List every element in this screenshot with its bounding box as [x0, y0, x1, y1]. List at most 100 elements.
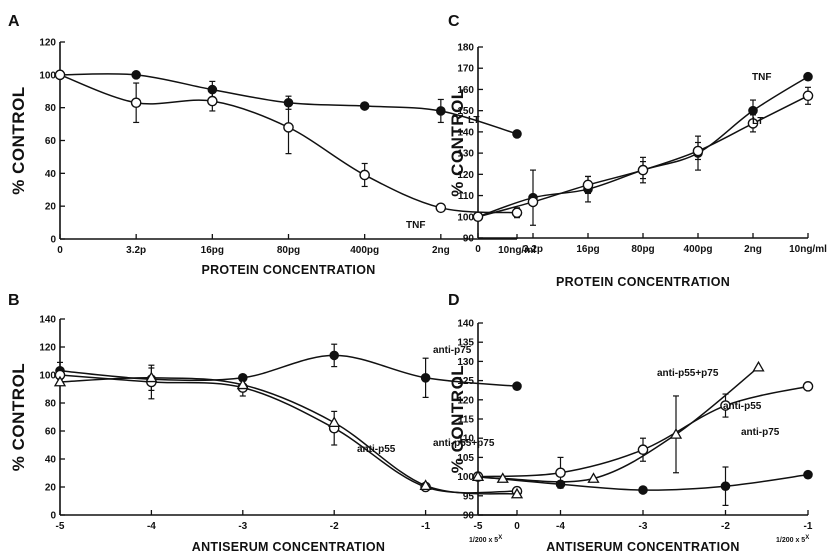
panel-d: D 90 95 100 105 110 115 120 125 130 135 140 -5 -4 -3 -2…	[448, 292, 814, 554]
y-tick-label: 90	[463, 511, 475, 522]
data-point	[669, 428, 683, 439]
y-tick-label: 110	[458, 434, 475, 445]
x-tick-label: 16pg	[576, 244, 599, 255]
data-point	[637, 164, 649, 176]
data-point	[131, 70, 141, 80]
panel-c: C 90 100 110 120 130 140 150 160 170 180 0 3.2p 16pg 8…	[448, 13, 827, 289]
y-axis-title-d: % CONTROL	[448, 365, 467, 473]
series-label: LT	[752, 116, 763, 127]
series-label: anti-p75	[741, 427, 780, 438]
y-tick-label: 130	[457, 357, 474, 368]
y-axis-title-c: % CONTROL	[448, 88, 467, 196]
data-point	[803, 469, 813, 480]
data-point	[435, 202, 447, 214]
data-point	[511, 207, 523, 219]
x-tick-label: 10ng/ml	[498, 245, 536, 256]
y-tick-label: 100	[457, 472, 474, 483]
x-tick-label: 3.2p	[523, 244, 543, 255]
series-label: anti-p55	[723, 401, 762, 412]
series-label: anti-p55	[357, 444, 396, 455]
data-point	[720, 400, 731, 411]
x-unit-note-d: 1/200 x 5X	[776, 535, 809, 544]
y-tick-label: 100	[39, 70, 56, 81]
series-line	[477, 366, 759, 483]
panel-letter-b: B	[8, 292, 20, 309]
data-point	[638, 485, 648, 495]
y-tick-label: 40	[45, 455, 57, 466]
data-point	[207, 95, 218, 107]
y-tick-label: 140	[457, 127, 474, 138]
data-point	[637, 444, 649, 456]
data-point	[145, 371, 158, 383]
series-b-anti-p55-p75: anti-p55+p75	[53, 371, 524, 499]
data-point	[752, 360, 765, 372]
series-label: LT	[468, 115, 479, 126]
x-axis-title-b: ANTISERUM CONCENTRATION	[192, 540, 385, 554]
x-tick-label: 80pg	[277, 245, 300, 256]
x-axis-title-d: ANTISERUM CONCENTRATION	[546, 540, 739, 554]
y-tick-label: 120	[457, 395, 474, 406]
y-tick-label: 150	[457, 106, 474, 117]
data-point	[527, 196, 539, 208]
x-tick-label: -2	[330, 521, 339, 532]
data-point	[510, 487, 524, 499]
y-tick-label: 120	[457, 170, 474, 181]
x-unit-note-b: 1/200 x 5X	[469, 535, 502, 544]
y-tick-label: 20	[45, 202, 57, 213]
y-tick-label: 140	[457, 319, 474, 330]
data-point	[512, 381, 522, 392]
x-tick-label: 2ng	[432, 245, 450, 256]
x-tick-label: 400pg	[350, 245, 379, 256]
y-tick-label: 20	[45, 483, 57, 494]
series-a-tnf: TNF	[54, 69, 523, 231]
data-point	[420, 373, 431, 383]
data-point	[582, 179, 594, 191]
x-tick-label: 16pg	[201, 245, 224, 256]
series-label: anti-p75	[433, 345, 472, 356]
y-tick-label: 0	[50, 511, 56, 522]
data-point	[496, 472, 509, 483]
y-tick-label: 40	[45, 169, 57, 180]
y-tick-label: 0	[50, 235, 56, 246]
data-point	[328, 416, 341, 428]
series-label: anti-p55+p75	[433, 438, 495, 449]
y-tick-label: 170	[457, 64, 474, 75]
data-point	[803, 71, 813, 82]
x-tick-label: -4	[556, 521, 565, 532]
panel-a: A 0 20 40 60 80 100 120 0 3.2p 16pg 80pg 400pg 2ng 10n…	[8, 13, 536, 277]
series-label: anti-p55+p75	[657, 368, 719, 379]
data-point	[130, 97, 142, 109]
y-tick-label: 160	[457, 85, 474, 96]
x-tick-label: 3.2p	[126, 245, 146, 256]
x-tick-label: -2	[721, 521, 730, 532]
x-tick-label: 400pg	[684, 244, 713, 255]
data-point	[283, 122, 294, 133]
x-tick-label: -3	[639, 521, 648, 532]
data-point	[748, 105, 758, 116]
y-tick-label: 105	[457, 453, 474, 464]
x-tick-label: -3	[238, 521, 247, 532]
x-tick-label: -5	[474, 521, 483, 532]
y-tick-label: 135	[457, 338, 474, 349]
data-point	[53, 375, 67, 387]
series-c-tnf: TNF	[473, 71, 813, 226]
y-axis-title-a: % CONTROL	[9, 86, 28, 194]
x-tick-label: -4	[147, 521, 156, 532]
y-tick-label: 60	[45, 136, 57, 147]
y-tick-label: 115	[458, 415, 475, 426]
y-tick-label: 125	[457, 376, 474, 387]
y-tick-label: 110	[458, 191, 475, 202]
data-point	[802, 381, 814, 392]
y-tick-label: 130	[457, 149, 474, 160]
data-point	[359, 169, 370, 181]
x-tick-label: 0	[57, 245, 63, 256]
data-point	[802, 90, 814, 102]
series-label: TNF	[406, 220, 425, 231]
x-tick-label: 0	[475, 244, 481, 255]
x-tick-label: 80pg	[631, 244, 654, 255]
panel-letter-c: C	[448, 13, 460, 30]
y-axis-title-b: % CONTROL	[9, 363, 28, 471]
y-tick-label: 100	[457, 212, 474, 223]
series-line	[477, 76, 809, 218]
